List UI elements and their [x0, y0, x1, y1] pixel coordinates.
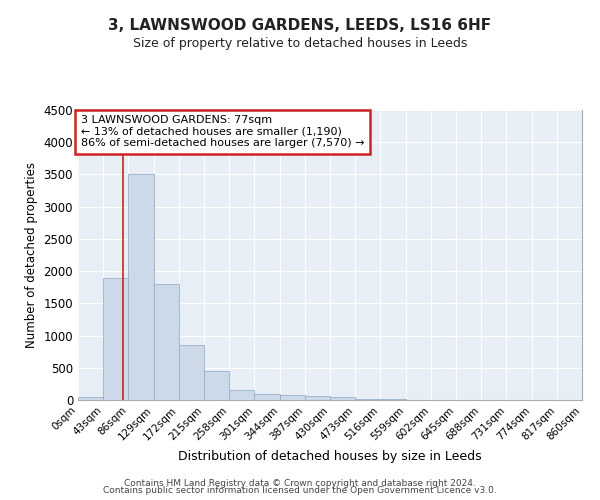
Text: Contains public sector information licensed under the Open Government Licence v3: Contains public sector information licen…: [103, 486, 497, 495]
X-axis label: Distribution of detached houses by size in Leeds: Distribution of detached houses by size …: [178, 450, 482, 463]
Y-axis label: Number of detached properties: Number of detached properties: [25, 162, 38, 348]
Bar: [355, 398, 380, 400]
Bar: [78, 397, 103, 400]
Bar: [128, 174, 154, 400]
Text: 3, LAWNSWOOD GARDENS, LEEDS, LS16 6HF: 3, LAWNSWOOD GARDENS, LEEDS, LS16 6HF: [109, 18, 491, 32]
Bar: [254, 394, 280, 400]
Bar: [103, 278, 128, 400]
Bar: [179, 345, 204, 400]
Text: Size of property relative to detached houses in Leeds: Size of property relative to detached ho…: [133, 38, 467, 51]
Bar: [330, 397, 355, 400]
Text: Contains HM Land Registry data © Crown copyright and database right 2024.: Contains HM Land Registry data © Crown c…: [124, 478, 476, 488]
Text: 3 LAWNSWOOD GARDENS: 77sqm
← 13% of detached houses are smaller (1,190)
86% of s: 3 LAWNSWOOD GARDENS: 77sqm ← 13% of deta…: [81, 115, 365, 148]
Bar: [229, 390, 254, 400]
Bar: [280, 395, 305, 400]
Bar: [154, 284, 179, 400]
Bar: [305, 396, 330, 400]
Bar: [204, 371, 229, 400]
